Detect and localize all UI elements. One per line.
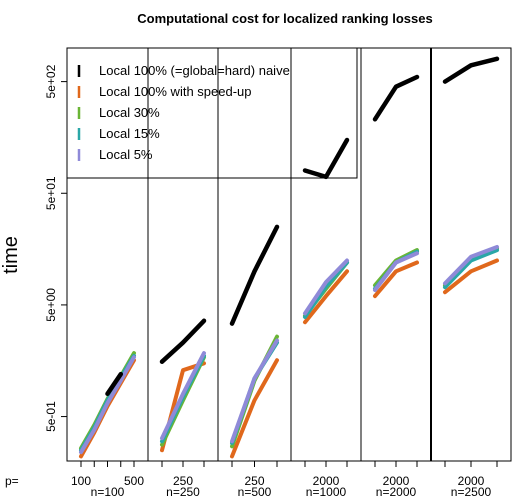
series-line xyxy=(105,371,124,397)
y-tick-label: 5e-01 xyxy=(44,401,58,432)
p-tick-label: 2000 xyxy=(383,474,410,488)
p-tick-label: 2000 xyxy=(458,474,485,488)
series-line xyxy=(442,56,500,84)
chart-title: Computational cost for localized ranking… xyxy=(137,11,432,26)
series-line xyxy=(302,137,350,180)
series-line xyxy=(443,245,499,286)
n-panel-label: n=2000 xyxy=(376,485,417,498)
n-panel-label: n=100 xyxy=(91,485,125,498)
n-panel-label: n=250 xyxy=(166,485,200,498)
series-line xyxy=(443,248,499,290)
legend-label: Local 30% xyxy=(99,105,160,120)
series-line xyxy=(372,74,420,122)
series-line xyxy=(230,338,279,444)
series-line xyxy=(373,260,419,299)
series-line xyxy=(229,224,280,326)
p-tick-label: 250 xyxy=(173,474,193,488)
n-panel-label: n=500 xyxy=(238,485,272,498)
y-tick-label: 5e+00 xyxy=(44,288,58,322)
series-line xyxy=(373,251,419,292)
legend-label: Local 100% with speed-up xyxy=(99,84,252,99)
y-tick-label: 5e+02 xyxy=(44,64,58,98)
series-line xyxy=(303,269,349,325)
series-line xyxy=(160,361,206,453)
n-panel-label: n=2500 xyxy=(451,485,492,498)
y-axis-label: time xyxy=(0,236,22,274)
series-line xyxy=(303,260,349,319)
series-line xyxy=(159,318,207,364)
series-line xyxy=(79,355,136,455)
legend-label: Local 15% xyxy=(99,126,160,141)
series-line xyxy=(160,351,206,441)
series-line xyxy=(303,258,349,316)
n-panel-label: n=1000 xyxy=(306,485,347,498)
p-tick-label: 100 xyxy=(71,474,91,488)
p-tick-label: 250 xyxy=(244,474,264,488)
legend-box xyxy=(66,47,358,179)
p-tick-label: 500 xyxy=(124,474,144,488)
p-axis-prefix: p= xyxy=(5,474,19,488)
series-line xyxy=(230,358,279,459)
y-tick-label: 5e+01 xyxy=(44,176,58,210)
legend-label: Local 5% xyxy=(99,147,153,162)
series-line xyxy=(443,258,499,295)
p-tick-label: 2000 xyxy=(313,474,340,488)
legend-label: Local 100% (=global=hard) naive xyxy=(99,63,290,78)
